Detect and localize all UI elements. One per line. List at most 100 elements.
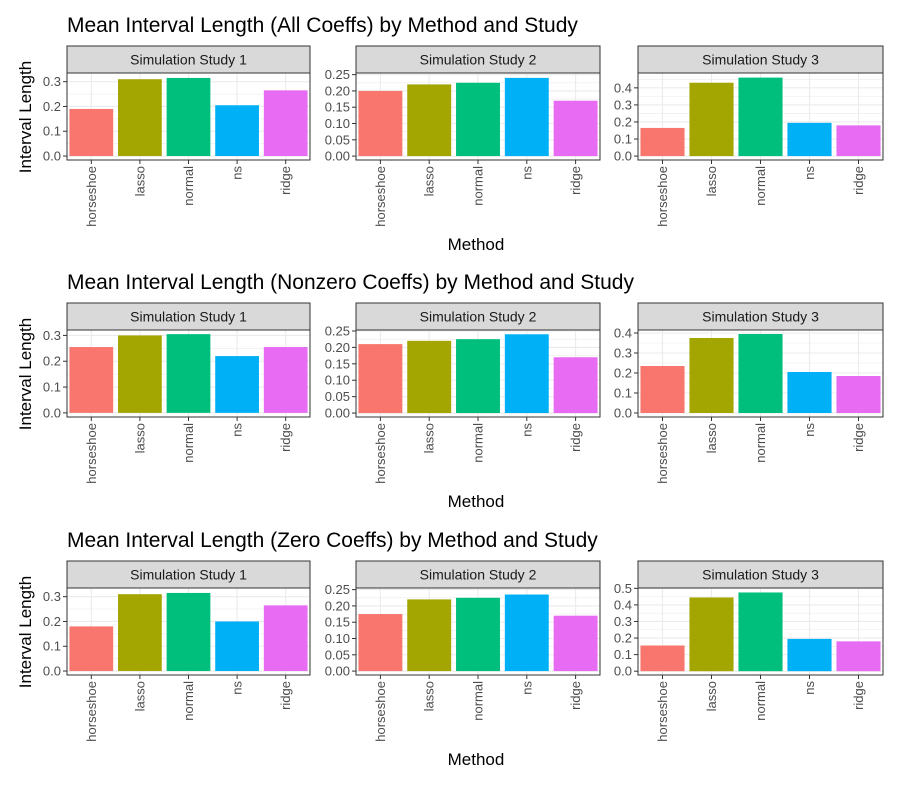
x-axis-title: Method: [448, 492, 505, 511]
facet-panel-1: Simulation Study 1 0.0 0.1 0.2 0.3 horseshoe l…: [43, 45, 311, 227]
bar-ns: [787, 638, 832, 672]
facet-panel-1: Simulation Study 1 0.0 0.1 0.2 0.3 horseshoe l…: [43, 302, 311, 484]
x-tick-label: ns: [802, 681, 817, 695]
x-tick-label: ridge: [568, 166, 583, 195]
panel-border: [355, 587, 601, 676]
panel-border: [355, 329, 601, 418]
bar-ridge: [553, 615, 598, 672]
y-tick-label: 0.1: [43, 380, 61, 395]
bar-lasso: [689, 82, 734, 157]
facet-strip-label: Simulation Study 1: [130, 309, 247, 325]
panel-border: [637, 72, 884, 161]
bar-ns: [504, 77, 549, 157]
bar-ns: [215, 356, 259, 413]
facet-strip: [355, 560, 601, 589]
y-tick-label: 0.2: [43, 99, 61, 114]
chart-title: Mean Interval Length (Zero Coeffs) by Me…: [67, 529, 598, 552]
y-tick-label: 0.0: [614, 664, 632, 679]
facet-strip-label: Simulation Study 3: [702, 309, 819, 325]
y-tick-label: 0.0: [43, 149, 61, 164]
x-tick-label: horseshoe: [655, 681, 670, 742]
bar-ns: [787, 372, 832, 413]
x-tick-label: lasso: [422, 166, 437, 196]
y-tick-label: 0.25: [325, 323, 350, 338]
x-tick-label: normal: [181, 166, 196, 206]
y-tick-label: 0.00: [325, 406, 350, 421]
bar-ns: [504, 594, 549, 672]
y-tick-label: 0.15: [325, 615, 350, 630]
y-tick-label: 0.3: [614, 346, 632, 361]
bar-ridge: [263, 90, 308, 157]
bar-ns: [215, 621, 259, 672]
x-tick-label: ridge: [278, 681, 293, 710]
facet-strip: [355, 302, 601, 331]
y-tick-label: 0.1: [43, 124, 61, 139]
y-tick-label: 0.5: [614, 581, 632, 596]
facet-strip: [637, 302, 884, 331]
y-tick-label: 0.10: [325, 373, 350, 388]
y-tick-label: 0.2: [614, 631, 632, 646]
bar-lasso: [407, 599, 452, 672]
panel-border: [637, 329, 884, 418]
facet-panel-3: Simulation Study 3 0.0 0.1 0.2 0.3 0.4 horsesh…: [614, 45, 884, 227]
y-tick-label: 0.4: [614, 597, 632, 612]
x-tick-label: ridge: [851, 681, 866, 710]
y-tick-label: 0.1: [43, 639, 61, 654]
y-tick-label: 0.2: [43, 354, 61, 369]
y-tick-label: 0.20: [325, 598, 350, 613]
bar-lasso: [407, 340, 452, 414]
facet-strip-label: Simulation Study 2: [420, 309, 537, 325]
bar-horseshoe: [69, 626, 114, 672]
chart-row-2: Mean Interval Length (Nonzero Coeffs) by…: [16, 271, 884, 511]
bar-ns: [215, 105, 259, 157]
bar-ridge: [553, 357, 598, 414]
x-tick-label: ridge: [851, 166, 866, 195]
x-tick-label: lasso: [704, 681, 719, 711]
x-tick-label: horseshoe: [373, 166, 388, 227]
bar-ns: [504, 334, 549, 414]
bar-horseshoe: [640, 366, 685, 413]
bar-normal: [166, 592, 211, 672]
x-tick-label: lasso: [132, 681, 147, 711]
facet-strip-label: Simulation Study 3: [702, 52, 819, 68]
x-tick-label: ns: [802, 423, 817, 437]
chart-title: Mean Interval Length (All Coeffs) by Met…: [67, 14, 578, 37]
facet-panel-3: Simulation Study 3 0.0 0.10.2 0.3 0.40.5 hors…: [614, 560, 884, 742]
x-tick-label: lasso: [704, 166, 719, 196]
y-tick-label: 0.05: [325, 647, 350, 662]
x-tick-label: ns: [230, 681, 245, 695]
bar-ridge: [553, 100, 598, 157]
y-axis-title: Interval Length: [16, 318, 35, 430]
facet-panel-1: Simulation Study 1 0.0 0.1 0.2 0.3 horseshoe l…: [43, 560, 311, 742]
y-tick-label: 0.00: [325, 664, 350, 679]
bar-normal: [456, 339, 500, 414]
x-tick-label: ridge: [851, 423, 866, 452]
bar-lasso: [407, 84, 452, 157]
y-tick-label: 0.1: [614, 386, 632, 401]
x-tick-label: ridge: [278, 166, 293, 195]
bar-normal: [166, 334, 211, 413]
y-tick-label: 0.00: [325, 149, 350, 164]
x-tick-label: normal: [181, 423, 196, 463]
facet-panel-2: Simulation Study 2 0.00 0.050.100.15 0.200.…: [325, 560, 601, 742]
y-tick-label: 0.05: [325, 132, 350, 147]
x-tick-label: horseshoe: [655, 423, 670, 484]
y-tick-label: 0.20: [325, 340, 350, 355]
facet-panel-2: Simulation Study 2 0.00 0.050.100.15 0.200.…: [325, 45, 601, 227]
x-tick-label: ns: [802, 166, 817, 180]
x-tick-label: horseshoe: [655, 166, 670, 227]
x-tick-label: horseshoe: [373, 423, 388, 484]
facet-strip: [66, 302, 311, 331]
bar-normal: [738, 334, 783, 413]
y-tick-label: 0.1: [614, 647, 632, 662]
x-tick-label: normal: [753, 681, 768, 721]
y-tick-label: 0.20: [325, 83, 350, 98]
y-tick-label: 0.15: [325, 100, 350, 115]
y-tick-label: 0.3: [43, 74, 61, 89]
x-tick-label: ns: [519, 423, 534, 437]
panel-border: [66, 329, 311, 418]
chart-row-1: Mean Interval Length (All Coeffs) by Met…: [16, 14, 884, 254]
y-tick-label: 0.3: [43, 328, 61, 343]
panel-border: [66, 587, 311, 676]
y-axis-title: Interval Length: [16, 576, 35, 688]
